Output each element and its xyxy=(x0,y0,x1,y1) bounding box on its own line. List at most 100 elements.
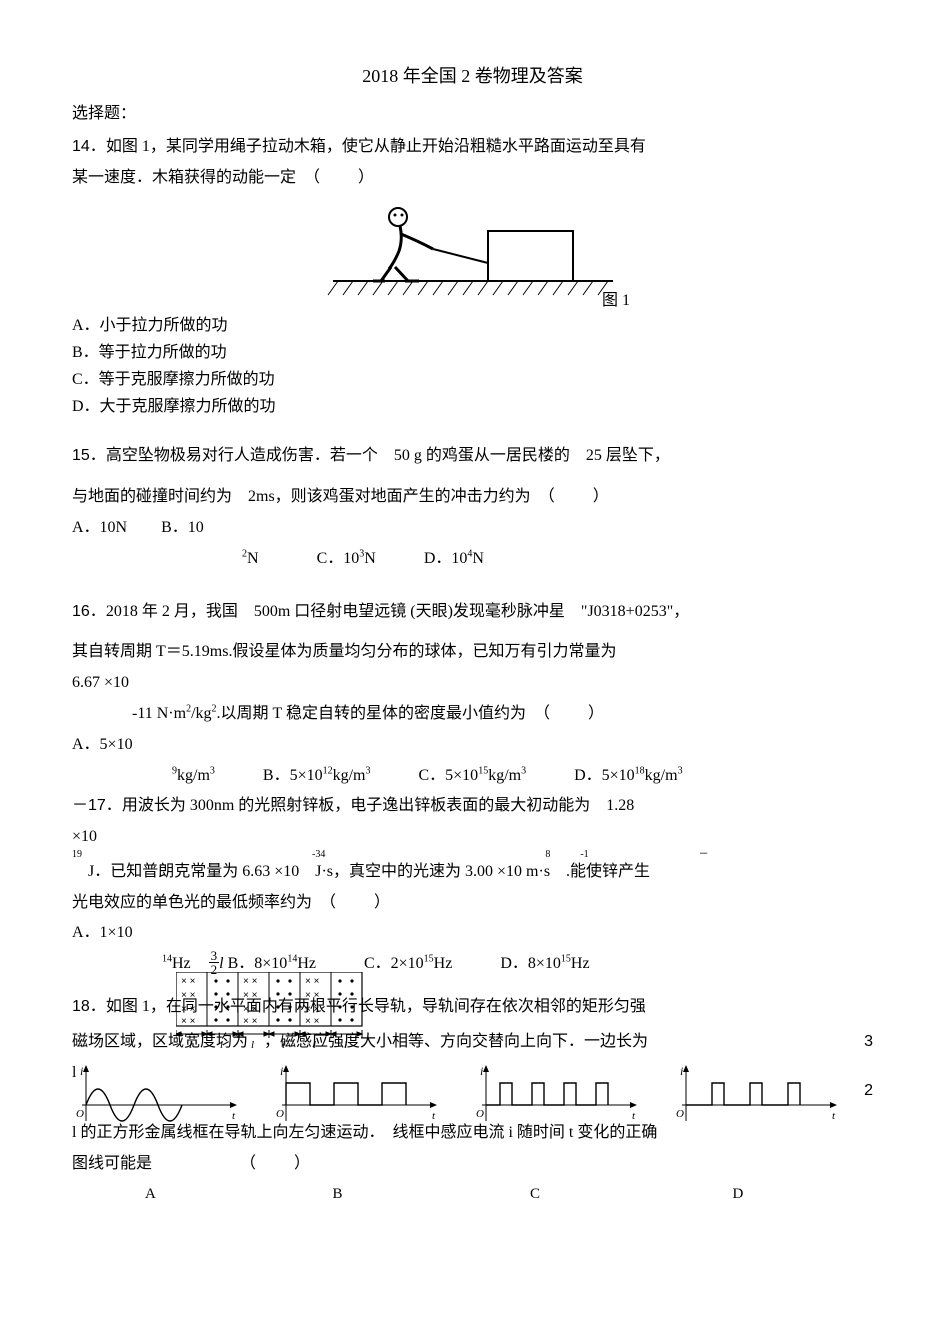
q15-text-a: 高空坠物极易对行人造成伤害．若一个 50 g 的鸡蛋从一居民楼的 25 层坠下， xyxy=(106,447,670,464)
q15-optD-pre: D．10 xyxy=(424,550,468,567)
q16-unit-sup: 3 xyxy=(210,765,215,776)
q16-optB-unit-sup: 3 xyxy=(365,765,370,776)
q17-optD-sup: 15 xyxy=(561,954,571,965)
q18-right1: 3 xyxy=(864,1028,873,1057)
svg-text:i: i xyxy=(280,1065,283,1078)
q17-supline: 19 -34 8 -1 － xyxy=(72,846,873,864)
q15-options-row1: A．10N B．10 xyxy=(72,514,873,543)
q14-fig-label: 图 1 xyxy=(602,287,630,316)
svg-text:O: O xyxy=(676,1108,684,1120)
svg-text:i: i xyxy=(480,1065,483,1078)
q18-text-c: l 的正方形金属线框在导轨上向左匀速运动． 线框中感应电流 i 随时间 t 变化… xyxy=(72,1124,657,1141)
q16-line3: 6.67 ×10 xyxy=(72,669,873,698)
q16-optC-pre: C．5×10 xyxy=(418,767,478,784)
section-heading: 选择题： xyxy=(72,100,873,129)
q16-d-pre: -11 N·m xyxy=(132,705,186,722)
q15-optB: B．10 xyxy=(161,514,204,543)
q14-optA: A．小于拉力所做的功 xyxy=(72,312,873,339)
q18-area: 14Hz 32l B．8×1014Hz C．2×1015Hz D．8×1015H… xyxy=(72,950,873,1022)
q16-optB-pre: B．5×10 xyxy=(263,767,323,784)
q17-optD-suf: Hz xyxy=(571,955,590,972)
q18-label-C: C xyxy=(530,1186,540,1202)
q14-line2: 某一速度．木箱获得的动能一定 （ ） xyxy=(72,164,873,193)
svg-text:l: l xyxy=(251,1039,254,1050)
q18-blank: （ ） xyxy=(240,1155,312,1172)
svg-text:l: l xyxy=(344,1039,347,1050)
q18-num: 18． xyxy=(72,998,106,1015)
q18-text-d: 图线可能是 xyxy=(72,1155,152,1172)
q16-optB-sup: 12 xyxy=(323,765,333,776)
q17-options-row2: 14Hz 32l B．8×1014Hz C．2×1015Hz D．8×1015H… xyxy=(72,950,873,979)
q18-frac-den: 2 xyxy=(209,963,220,976)
q17-optD-pre: D．8×10 xyxy=(500,955,561,972)
q17-optC-suf: Hz xyxy=(434,955,453,972)
svg-text:l: l xyxy=(220,1039,223,1050)
svg-text:l: l xyxy=(189,1039,192,1050)
q16-optD-unit-pre: kg/m xyxy=(645,767,678,784)
q16-line1: 16．2018 年 2 月，我国 500m 口径射电望远镜 (天眼)发现毫秒脉冲… xyxy=(72,598,873,627)
q18-label-A: A xyxy=(145,1186,155,1202)
q16-d-mid: /kg xyxy=(191,705,211,722)
q16-text-a: 2018 年 2 月，我国 500m 口径射电望远镜 (天眼)发现毫秒脉冲星 "… xyxy=(106,603,689,620)
svg-text:i: i xyxy=(680,1065,683,1078)
q18-line1: 18．如图 1，在同一水平面内有两根平行长导轨，导轨间存在依次相邻的矩形匀强 xyxy=(72,993,873,1022)
q16-optB-unit-pre: kg/m xyxy=(333,767,366,784)
q17-Hz: Hz xyxy=(172,955,191,972)
q14-optC: C．等于克服摩擦力所做的功 xyxy=(72,366,873,393)
q16-optC-unit-sup: 3 xyxy=(521,765,526,776)
q17-optC-sup: 15 xyxy=(424,954,434,965)
q16-options-row2: 9kg/m3 B．5×1012kg/m3 C．5×1015kg/m3 D．5×1… xyxy=(72,762,873,791)
q14-line1: 14．如图 1，某同学用绳子拉动木箱，使它从静止开始沿粗糙水平路面运动至具有 xyxy=(72,133,873,162)
q14-text-a: 如图 1，某同学用绳子拉动木箱，使它从静止开始沿粗糙水平路面运动至具有 xyxy=(106,138,646,155)
q15-blank: （ ） xyxy=(547,488,611,505)
svg-text:O: O xyxy=(276,1108,284,1120)
q16-line4: -11 N·m2/kg2.以周期 T 稳定自转的星体的密度最小值约为 （ ） xyxy=(72,700,873,729)
q14-text-b: 某一速度．木箱获得的动能一定 xyxy=(72,169,296,186)
q15-optA: A．10N xyxy=(72,514,127,543)
q17-sup14: 14 xyxy=(162,954,172,965)
q14-figure: 图 1 xyxy=(72,199,873,310)
q15-line2: 与地面的碰撞时间约为 2ms，则该鸡蛋对地面产生的冲击力约为 （ ） xyxy=(72,483,873,512)
q18-line4: 图线可能是 （ ） xyxy=(72,1150,873,1179)
q17-line4: 光电效应的单色光的最低频率约为 （ ） xyxy=(72,889,873,918)
q16-optD-pre: D．5×10 xyxy=(574,767,635,784)
q15-optC-pre: C．10 xyxy=(317,550,360,567)
q16-line2: 其自转周期 T＝5.19ms.假设星体为质量均匀分布的球体，已知万有引力常量为 xyxy=(72,638,873,667)
q18-label-B: B xyxy=(332,1186,342,1202)
q14-optB: B．等于拉力所做的功 xyxy=(72,339,873,366)
svg-text:i: i xyxy=(80,1065,83,1078)
svg-text:t: t xyxy=(432,1110,436,1122)
svg-text:l: l xyxy=(313,1039,316,1050)
q14-num: 14． xyxy=(72,138,106,155)
q17-text-a: 用波长为 300nm 的光照射锌板，电子逸出锌板表面的最大初动能为 1.28 xyxy=(122,797,634,814)
q14-optD: D．大于克服摩擦力所做的功 xyxy=(72,393,873,420)
q17-optB-suf: Hz xyxy=(297,955,316,972)
q16-unit-pre: kg/m xyxy=(177,767,210,784)
q15-optC-suf: N xyxy=(364,550,376,567)
svg-text:t: t xyxy=(832,1110,836,1122)
q18-text-a: 如图 1，在同一水平面内有两根平行长导轨，导轨间存在依次相邻的矩形匀强 xyxy=(106,998,646,1015)
q17-optC-pre: C．2×10 xyxy=(364,955,424,972)
q15-options-row2: 2N C．103N D．104N xyxy=(72,545,873,574)
q16-d-suf: .以周期 T 稳定自转的星体的密度最小值约为 xyxy=(217,705,527,722)
q18-plot-labels: A B C D xyxy=(72,1181,873,1208)
svg-text:O: O xyxy=(76,1108,84,1120)
q17-text-d: 光电效应的单色光的最低频率约为 xyxy=(72,894,312,911)
svg-text:t: t xyxy=(632,1110,636,1122)
q14-blank: （ ） xyxy=(312,169,376,186)
q15-optD-suf: N xyxy=(472,550,484,567)
q16-optA-row: A．5×10 xyxy=(72,731,873,760)
q15-num: 15． xyxy=(72,447,106,464)
q16-num: 16． xyxy=(72,603,106,620)
q17-num: －17． xyxy=(72,797,122,814)
q17-optB-sup: 14 xyxy=(287,954,297,965)
q16-optC-sup: 15 xyxy=(478,765,488,776)
q16-blank: （ ） xyxy=(542,705,606,722)
q18-label-D: D xyxy=(732,1186,743,1202)
q15-line1: 15．高空坠物极易对行人造成伤害．若一个 50 g 的鸡蛋从一居民楼的 25 层… xyxy=(72,442,873,471)
page-title: 2018 年全国 2 卷物理及答案 xyxy=(72,60,873,92)
q17-blank: （ ） xyxy=(328,894,392,911)
q18-frac-l: l xyxy=(219,955,223,972)
q15-N: N xyxy=(247,550,259,567)
q18-plots-row: 2 i O t i O t i O xyxy=(72,1065,873,1125)
